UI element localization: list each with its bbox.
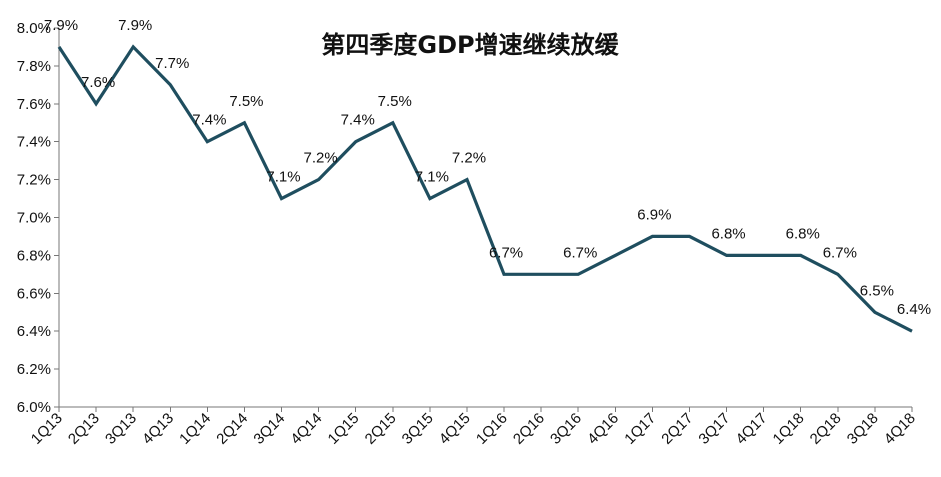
data-label: 6.5% xyxy=(860,282,894,299)
data-label: 7.1% xyxy=(266,169,300,186)
data-label: 7.9% xyxy=(118,17,152,34)
x-tick-label: 4Q17 xyxy=(733,410,771,448)
x-tick-label: 1Q16 xyxy=(473,410,511,448)
data-label: 6.8% xyxy=(711,225,745,242)
series-gdp-growth xyxy=(57,44,913,333)
y-tick-label: 7.2% xyxy=(17,172,51,189)
data-label: 7.6% xyxy=(81,74,115,91)
data-label: 7.5% xyxy=(229,93,263,110)
data-label: 6.7% xyxy=(823,244,857,261)
data-label: 7.9% xyxy=(44,17,78,34)
y-tick-label: 8.0% xyxy=(17,20,51,37)
y-tick-label: 7.8% xyxy=(17,58,51,75)
x-tick-label: 3Q17 xyxy=(695,410,733,448)
y-tick-label: 7.4% xyxy=(17,134,51,151)
x-tick-label: 2Q17 xyxy=(658,410,696,448)
y-tick-label: 7.6% xyxy=(17,96,51,113)
data-label: 6.8% xyxy=(786,225,820,242)
y-tick-label: 6.4% xyxy=(17,323,51,340)
x-tick-label: 4Q15 xyxy=(436,410,474,448)
x-tick-label: 1Q14 xyxy=(176,410,214,448)
data-label: 7.2% xyxy=(452,150,486,167)
data-label: 7.2% xyxy=(304,150,338,167)
y-tick-label: 6.2% xyxy=(17,361,51,378)
y-tick-label: 6.0% xyxy=(17,399,51,416)
x-tick-label: 3Q13 xyxy=(102,410,140,448)
x-tick-label: 4Q16 xyxy=(584,410,622,448)
data-label: 7.4% xyxy=(341,112,375,129)
x-tick-label: 1Q18 xyxy=(770,410,808,448)
x-tick-label: 1Q17 xyxy=(621,410,659,448)
data-label: 6.7% xyxy=(489,244,523,261)
y-tick-label: 7.0% xyxy=(17,210,51,227)
x-tick-label: 2Q16 xyxy=(510,410,548,448)
x-tick-label: 1Q15 xyxy=(325,410,363,448)
x-tick-label: 4Q13 xyxy=(139,410,177,448)
data-labels: 7.9%7.6%7.9%7.7%7.4%7.5%7.1%7.2%7.4%7.5%… xyxy=(44,17,931,318)
y-tick-label: 6.6% xyxy=(17,285,51,302)
data-label: 7.5% xyxy=(378,93,412,110)
y-axis: 6.0% 6.2% 6.4% 6.6% 6.8% 7.0% 7.2% 7.4% 7.6% 7.8%… xyxy=(17,20,60,416)
x-tick-label: 2Q13 xyxy=(65,410,103,448)
data-label: 7.4% xyxy=(192,112,226,129)
x-tick-label: 3Q15 xyxy=(399,410,437,448)
x-tick-label: 4Q14 xyxy=(287,410,325,448)
y-tick-label: 6.8% xyxy=(17,247,51,264)
x-axis: 1Q13 2Q13 3Q13 4Q13 1Q14 2Q14 3Q14 4Q14 1Q15 2Q15… xyxy=(28,406,919,448)
x-tick-label: 3Q16 xyxy=(547,410,585,448)
x-tick-label: 2Q15 xyxy=(362,410,400,448)
data-label: 7.1% xyxy=(415,169,449,186)
x-tick-label: 2Q14 xyxy=(213,410,251,448)
data-label: 7.7% xyxy=(155,55,189,72)
chart-title: 第四季度GDP增速继续放缓 xyxy=(321,31,619,59)
data-label: 6.9% xyxy=(637,206,671,223)
x-tick-label: 3Q14 xyxy=(250,410,288,448)
x-tick-label: 4Q18 xyxy=(881,410,919,448)
data-label: 6.4% xyxy=(897,301,931,318)
series-line xyxy=(57,44,913,333)
x-tick-label: 2Q18 xyxy=(807,410,845,448)
data-label: 6.7% xyxy=(563,244,597,261)
x-tick-label: 3Q18 xyxy=(844,410,882,448)
